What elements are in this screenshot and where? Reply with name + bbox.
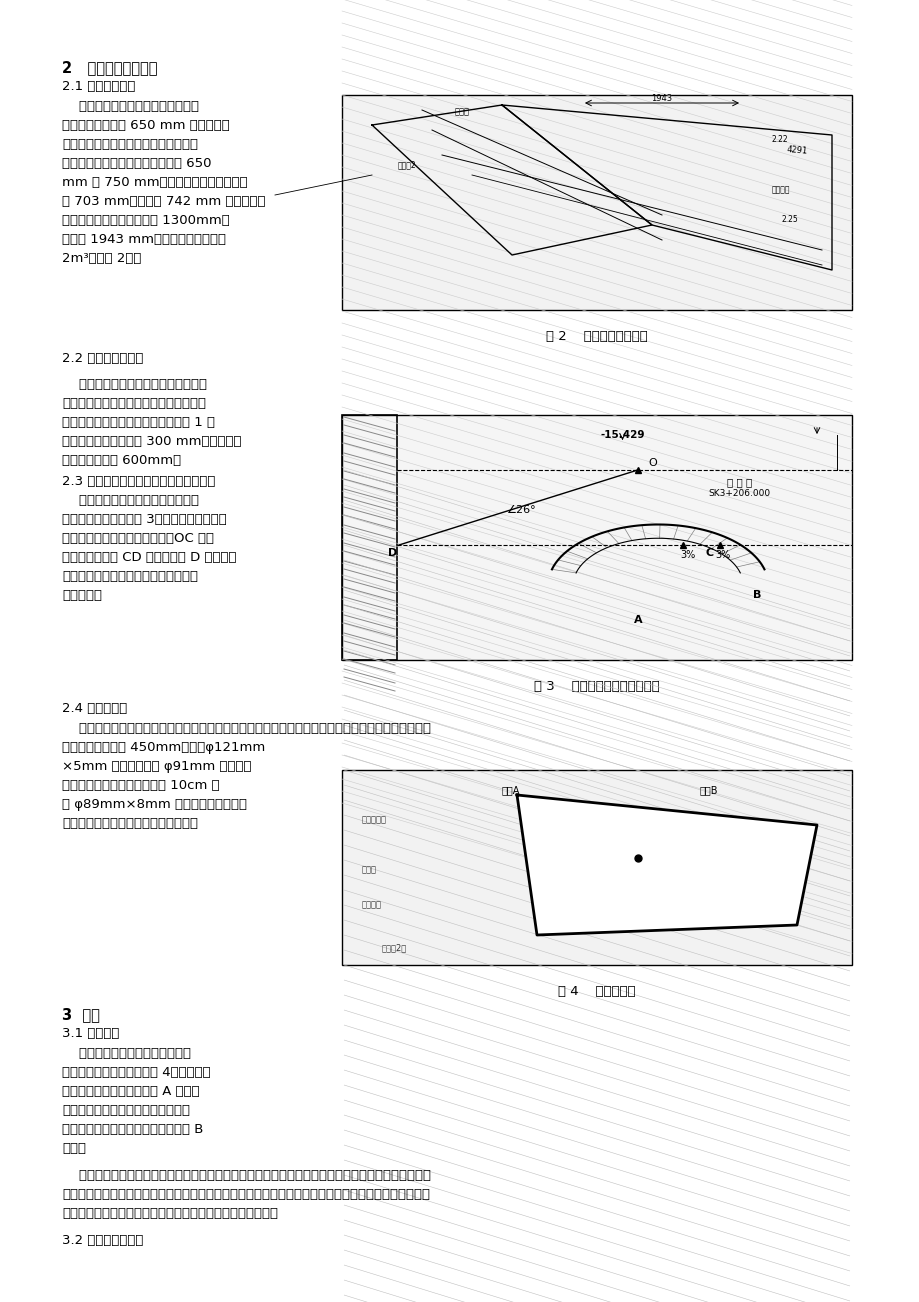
Text: C: C (704, 548, 712, 559)
Bar (342, 415, 851, 660)
Text: ∠26°: ∠26° (505, 505, 535, 516)
Text: B: B (752, 590, 761, 600)
Text: 管片的交界面冻结帷幕长度分别为 650: 管片的交界面冻结帷幕长度分别为 650 (62, 158, 211, 171)
Text: 排水管的冻结法施工是将排水管孔: 排水管的冻结法施工是将排水管孔 (62, 100, 199, 113)
Text: 开孔A: 开孔A (501, 785, 519, 796)
Text: 3.2 钢轨钢纵梁安装: 3.2 钢轨钢纵梁安装 (62, 1234, 143, 1247)
Text: 格腔。: 格腔。 (62, 1142, 85, 1155)
Text: O: O (647, 458, 656, 467)
Text: 图 4    开挖位置图: 图 4 开挖位置图 (558, 986, 635, 999)
Text: 用 φ89mm×8mm 冻结管跟管钻进，同: 用 φ89mm×8mm 冻结管跟管钻进，同 (62, 798, 246, 811)
Bar (342, 95, 851, 310)
Text: 片格腔详细开挖位置（见图 4），必须开: 片格腔详细开挖位置（见图 4），必须开 (62, 1066, 210, 1079)
Text: 3%: 3% (715, 549, 730, 560)
Text: 钻孔管: 钻孔管 (361, 865, 377, 874)
Text: 3  开挖: 3 开挖 (62, 1006, 100, 1022)
Text: 冻结管（距排水管中心 300 mm），两根冻: 冻结管（距排水管中心 300 mm），两根冻 (62, 435, 242, 448)
Text: D: D (387, 548, 397, 559)
Text: 为 703 mm，上部为 742 mm 设计要求形: 为 703 mm，上部为 742 mm 设计要求形 (62, 195, 266, 208)
Text: 2.25: 2.25 (781, 215, 798, 224)
Text: 3%: 3% (680, 549, 695, 560)
Text: 2.2 冻结孔布置参数: 2.2 冻结孔布置参数 (62, 352, 143, 365)
Text: 上 行 线: 上 行 线 (726, 477, 752, 487)
Text: 开孔B: 开孔B (699, 785, 718, 796)
Bar (342, 769, 851, 965)
Text: 2m³（见图 2）。: 2m³（见图 2）。 (62, 253, 142, 266)
Text: 2   液氮冻结技术措施: 2 液氮冻结技术措施 (62, 60, 157, 76)
Text: 成的冻土帷幕平面总宽度为 1300mm，: 成的冻土帷幕平面总宽度为 1300mm， (62, 214, 230, 227)
Text: 钻机，开孔深度为 450mm，安装φ121mm: 钻机，开孔深度为 450mm，安装φ121mm (62, 741, 265, 754)
Text: 冷冻管暮: 冷冻管暮 (361, 900, 381, 909)
Text: 时安装压紧装置，继续钻至设计深度。: 时安装压紧装置，继续钻至设计深度。 (62, 816, 198, 829)
Text: 与隧道交界处周围 650 mm 左右的空间: 与隧道交界处周围 650 mm 左右的空间 (62, 118, 230, 132)
Text: 图 2    冻土帷幕加固范围: 图 2 冻土帷幕加固范围 (546, 329, 647, 342)
Text: 道床开挖区域为轨枕一侧至钢管: 道床开挖区域为轨枕一侧至钢管 (62, 1047, 191, 1060)
Text: 准确测量底板与中心线的高度（OC 的长: 准确测量底板与中心线的高度（OC 的长 (62, 533, 214, 546)
Text: 2.1 冻结加固范围: 2.1 冻结加固范围 (62, 79, 135, 92)
Text: 度），从而确定 CD 的距离，过 D 点在底板: 度），从而确定 CD 的距离，过 D 点在底板 (62, 551, 236, 564)
Text: 进行止水冻结。排水口上、下沿与隧道: 进行止水冻结。排水口上、下沿与隧道 (62, 138, 198, 151)
Text: 以便对排水管与钢管片连接处进行处: 以便对排水管与钢管片连接处进行处 (62, 1104, 190, 1117)
Text: SK3+206.000: SK3+206.000 (708, 490, 770, 497)
Text: 长度为 1943 mm，每侧冻土体积约为: 长度为 1943 mm，每侧冻土体积约为 (62, 233, 226, 246)
Text: 在道床凿除过程中，由凿除冲击力导致的附加应力以及裂缝延伸可能影响到轨道及轨枕下方的道床混: 在道床凿除过程中，由凿除冲击力导致的附加应力以及裂缝延伸可能影响到轨道及轨枕下方… (62, 1169, 430, 1182)
Text: 挖至露出排水管端头所处的 A 格腔，: 挖至露出排水管端头所处的 A 格腔， (62, 1085, 199, 1098)
Text: ×5mm 孔口管，再用 φ91mm 水钻钻进: ×5mm 孔口管，再用 φ91mm 水钻钻进 (62, 760, 251, 773)
Text: 2.3 冻结孔开孔定位以及排水管方位放线: 2.3 冻结孔开孔定位以及排水管方位放线 (62, 475, 215, 488)
Text: 2.22: 2.22 (771, 135, 788, 145)
Text: 冻结管2: 冻结管2 (397, 160, 416, 169)
Text: 孔孔位放线为例（见图 3），在放线过程中，: 孔孔位放线为例（见图 3），在放线过程中， (62, 513, 226, 526)
Text: 3.1 开挖区域: 3.1 开挖区域 (62, 1027, 119, 1040)
Text: 以区间隧道上行线泵房排水管冻结: 以区间隧道上行线泵房排水管冻结 (62, 493, 199, 506)
Text: A: A (633, 615, 641, 625)
Text: 预涂钢管片: 预涂钢管片 (361, 815, 387, 824)
Text: 1943: 1943 (651, 94, 672, 103)
Text: 位置的空间尺寸，从泵房通道内沿与排水: 位置的空间尺寸，从泵房通道内沿与排水 (62, 397, 206, 410)
Bar (342, 415, 397, 660)
Text: 凝土，容易导致列车轨道的沉降、断裂。为防止此现象，可在开挖区域的边界用切割机切出一道缝或者用: 凝土，容易导致列车轨道的沉降、断裂。为防止此现象，可在开挖区域的边界用切割机切出… (62, 1187, 429, 1200)
Text: 管平行的方向，在排水管两侧各布置 1 根: 管平行的方向，在排水管两侧各布置 1 根 (62, 417, 215, 428)
Text: 面位置线。: 面位置线。 (62, 589, 102, 602)
Text: 冻结管2根: 冻结管2根 (381, 943, 407, 952)
Text: 根据冻结加固范围和泵房通道排水管: 根据冻结加固范围和泵房通道排水管 (62, 378, 207, 391)
Text: 理，然后根据现场情况决定是否开挖 B: 理，然后根据现场情况决定是否开挖 B (62, 1124, 203, 1137)
Text: 排水管: 排水管 (454, 107, 469, 116)
Text: mm 和 750 mm；下部冻结帷幕厚度最小: mm 和 750 mm；下部冻结帷幕厚度最小 (62, 176, 247, 189)
Text: 4291: 4291 (786, 145, 807, 155)
Text: 泵房通道底板，在穿透底板前 10cm 时: 泵房通道底板，在穿透底板前 10cm 时 (62, 779, 220, 792)
Text: 在泵房通道内施工倾斜孔，采用两次开孔和跟管钻进组合工艺。首先，根据冻结孔设计位置安装开孔: 在泵房通道内施工倾斜孔，采用两次开孔和跟管钻进组合工艺。首先，根据冻结孔设计位置… (62, 723, 430, 736)
Text: 结管平行间距为 600mm。: 结管平行间距为 600mm。 (62, 454, 181, 467)
Text: 钻孔设备钻出一排孔，以释放道床凿除过程中所产生的应力。: 钻孔设备钻出一排孔，以释放道床凿除过程中所产生的应力。 (62, 1207, 278, 1220)
Text: 2.4 冻结孔施工: 2.4 冻结孔施工 (62, 702, 127, 715)
Text: 上作出与隧道轴线平行的冻结孔开孔平: 上作出与隧道轴线平行的冻结孔开孔平 (62, 570, 198, 583)
Text: 冻土帷幕: 冻土帷幕 (771, 185, 789, 194)
Text: 图 3    冻结孔开孔位放线示意图: 图 3 冻结孔开孔位放线示意图 (534, 680, 659, 693)
Text: -15.429: -15.429 (599, 430, 644, 440)
Polygon shape (516, 796, 816, 935)
